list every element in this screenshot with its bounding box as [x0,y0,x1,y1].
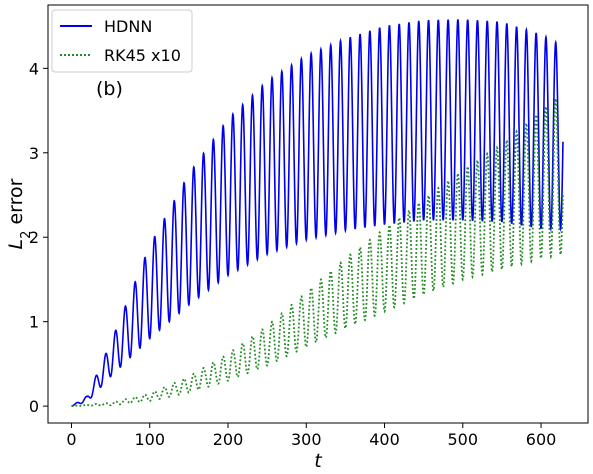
plot-frame [47,4,589,424]
x-tick-label: 400 [369,430,400,449]
x-tick-label: 100 [134,430,165,449]
y-axis-title: L2 error [5,178,34,249]
x-tick-label: 500 [448,430,479,449]
y-tick-label: 2 [29,228,39,247]
panel-label: (b) [96,78,123,100]
y-tick-label: 1 [29,313,39,332]
series-line-hdnn [71,19,564,407]
plot-lines [71,19,564,408]
x-axis: 0 100 200 300 400 500 600 [66,423,556,449]
y-tick-label: 3 [29,144,39,163]
legend-label-rk45: RK45 x10 [104,46,181,65]
x-tick-label: 0 [66,430,76,449]
legend-label-hdnn: HDNN [104,17,152,36]
x-tick-label: 300 [291,430,322,449]
y-axis: 0 1 2 3 4 [29,59,48,416]
legend: HDNN RK45 x10 [51,9,193,73]
x-axis-title: t [314,450,323,472]
y-tick-label: 0 [29,397,39,416]
x-tick-label: 600 [526,430,557,449]
x-tick-label: 200 [213,430,244,449]
series-line-rk45 [71,95,564,408]
y-tick-label: 4 [29,59,39,78]
